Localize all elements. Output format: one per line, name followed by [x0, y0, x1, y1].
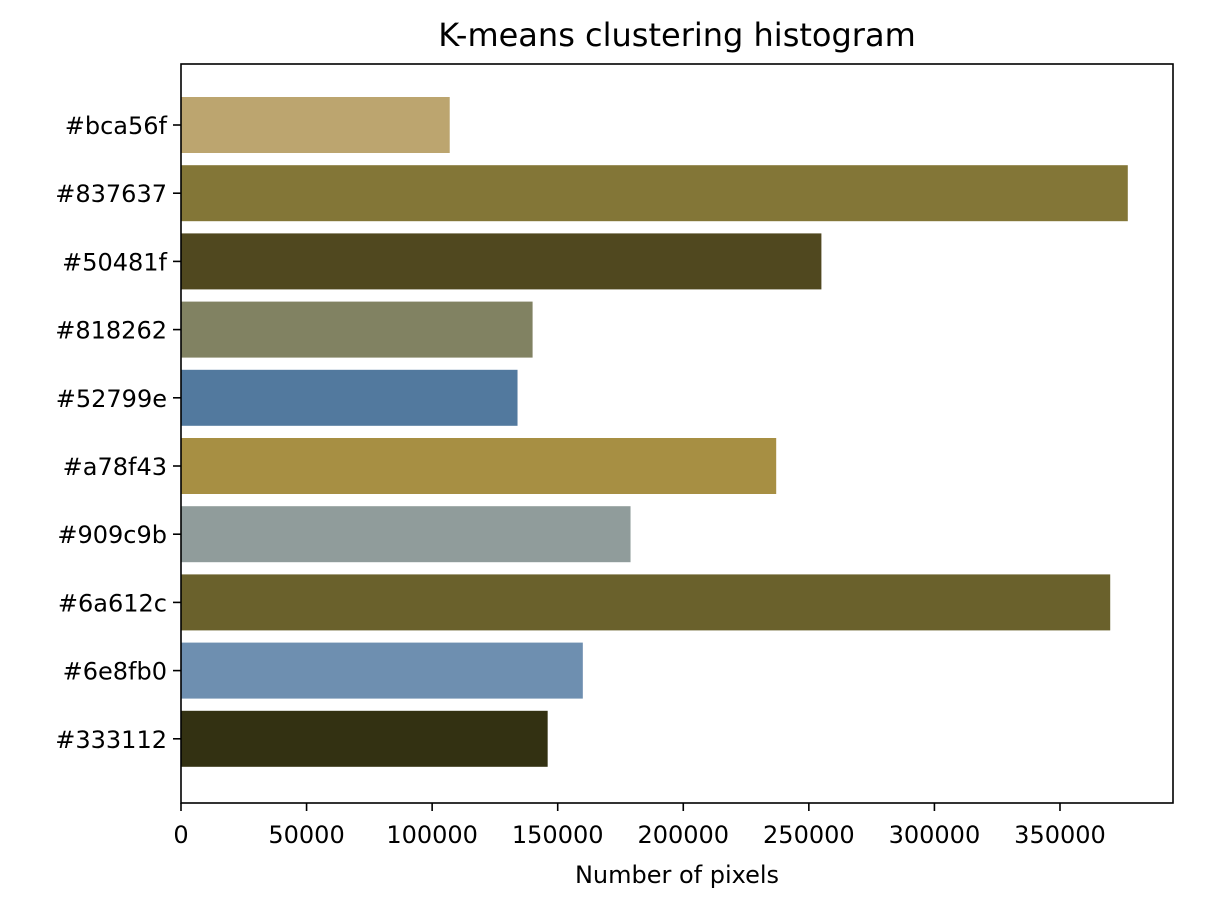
y-tick-label: #837637 [55, 180, 167, 208]
x-tick-label: 250000 [763, 821, 855, 849]
chart-title: K-means clustering histogram [438, 16, 915, 54]
y-tick-label: #a78f43 [63, 453, 167, 481]
y-tick-label: #333112 [55, 726, 167, 754]
y-tick-label: #909c9b [57, 521, 167, 549]
bars-group [181, 97, 1128, 767]
bar-4 [181, 369, 518, 426]
x-axis-label: Number of pixels [575, 861, 779, 889]
x-axis-ticks: 0 50000 100000 150000 200000 250000 300000 3500… [173, 803, 1106, 849]
bar-5 [181, 438, 777, 494]
y-tick-label: #818262 [55, 317, 167, 345]
bar-8 [181, 642, 583, 699]
y-tick-label: #52799e [56, 385, 167, 413]
y-tick-label: #6e8fb0 [63, 658, 167, 686]
bar-7 [181, 574, 1111, 631]
bar-6 [181, 506, 631, 563]
x-tick-label: 100000 [386, 821, 478, 849]
x-tick-label: 350000 [1014, 821, 1106, 849]
x-tick-label: 0 [173, 821, 188, 849]
x-tick-label: 300000 [889, 821, 981, 849]
bar-0 [181, 97, 450, 153]
x-tick-label: 150000 [512, 821, 604, 849]
bar-1 [181, 165, 1128, 222]
x-tick-label: 50000 [268, 821, 344, 849]
bar-9 [181, 710, 548, 767]
bar-2 [181, 233, 822, 290]
bar-3 [181, 301, 533, 358]
y-axis-ticks: #bca56f #837637 #50481f #818262 #52799e #a78f… [55, 112, 181, 754]
y-tick-label: #50481f [62, 248, 167, 276]
y-tick-label: #6a612c [58, 589, 167, 617]
plot-frame [180, 63, 1174, 804]
x-tick-label: 200000 [637, 821, 729, 849]
y-tick-label: #bca56f [65, 112, 168, 140]
